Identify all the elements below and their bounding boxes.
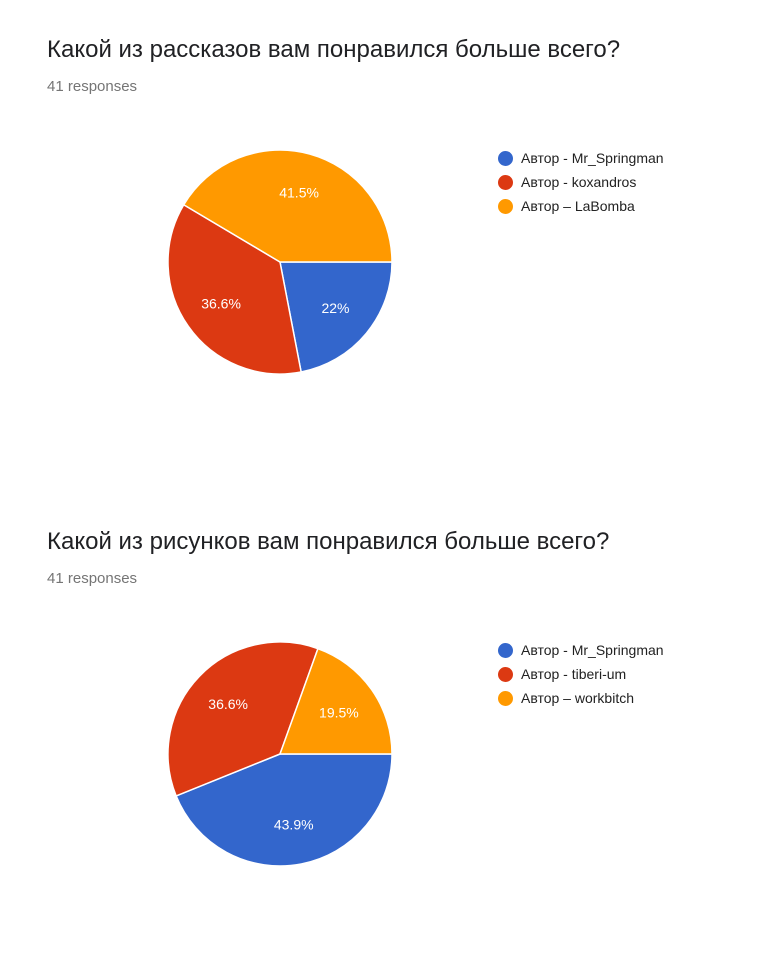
slice-percent-label: 36.6% <box>208 696 248 712</box>
slice-percent-label: 19.5% <box>319 705 359 721</box>
legend-item[interactable]: Автор – workbitch <box>498 686 664 710</box>
legend-label: Автор - koxandros <box>521 174 637 190</box>
pie-slice[interactable] <box>167 203 303 375</box>
legend-swatch-icon <box>498 198 513 214</box>
legend-item[interactable]: Автор - tiberi-um <box>498 662 664 686</box>
question-title: Какой из рисунков вам понравился больше … <box>47 528 610 555</box>
question-title: Какой из рассказов вам понравился больше… <box>47 36 621 63</box>
slice-percent-label: 22% <box>321 300 349 316</box>
pie-slice[interactable] <box>182 149 393 263</box>
chart-legend: Автор - Mr_Springman Автор - koxandros А… <box>498 146 664 218</box>
chart-legend: Автор - Mr_Springman Автор - tiberi-um А… <box>498 638 664 710</box>
legend-item[interactable]: Автор - koxandros <box>498 170 664 194</box>
slice-percent-label: 36.6% <box>201 295 241 311</box>
chart-card-drawings: Какой из рисунков вам понравился больше … <box>0 492 779 972</box>
legend-label: Автор - Mr_Springman <box>521 150 664 166</box>
legend-item[interactable]: Автор - Mr_Springman <box>498 638 664 662</box>
pie-slice[interactable] <box>278 647 393 755</box>
slice-percent-label: 41.5% <box>279 185 319 201</box>
legend-label: Автор - tiberi-um <box>521 666 627 682</box>
legend-swatch-icon <box>498 174 513 190</box>
pie-chart: 22% 36.6% 41.5% <box>167 149 393 375</box>
legend-swatch-icon <box>498 690 513 706</box>
legend-item[interactable]: Автор - Mr_Springman <box>498 146 664 170</box>
legend-item[interactable]: Автор – LaBomba <box>498 194 664 218</box>
legend-swatch-icon <box>498 150 513 166</box>
response-count: 41 responses <box>47 78 138 95</box>
response-count: 41 responses <box>47 570 138 587</box>
slice-percent-label: 43.9% <box>274 817 314 833</box>
pie-slice[interactable] <box>279 261 393 373</box>
legend-label: Автор – LaBomba <box>521 198 635 214</box>
pie-chart: 43.9% 36.6% 19.5% <box>167 641 393 867</box>
legend-label: Автор – workbitch <box>521 690 634 706</box>
pie-slice[interactable] <box>175 753 393 867</box>
legend-swatch-icon <box>498 642 513 658</box>
pie-slice[interactable] <box>167 641 319 797</box>
legend-swatch-icon <box>498 666 513 682</box>
chart-card-stories: Какой из рассказов вам понравился больше… <box>0 0 779 480</box>
legend-label: Автор - Mr_Springman <box>521 642 664 658</box>
